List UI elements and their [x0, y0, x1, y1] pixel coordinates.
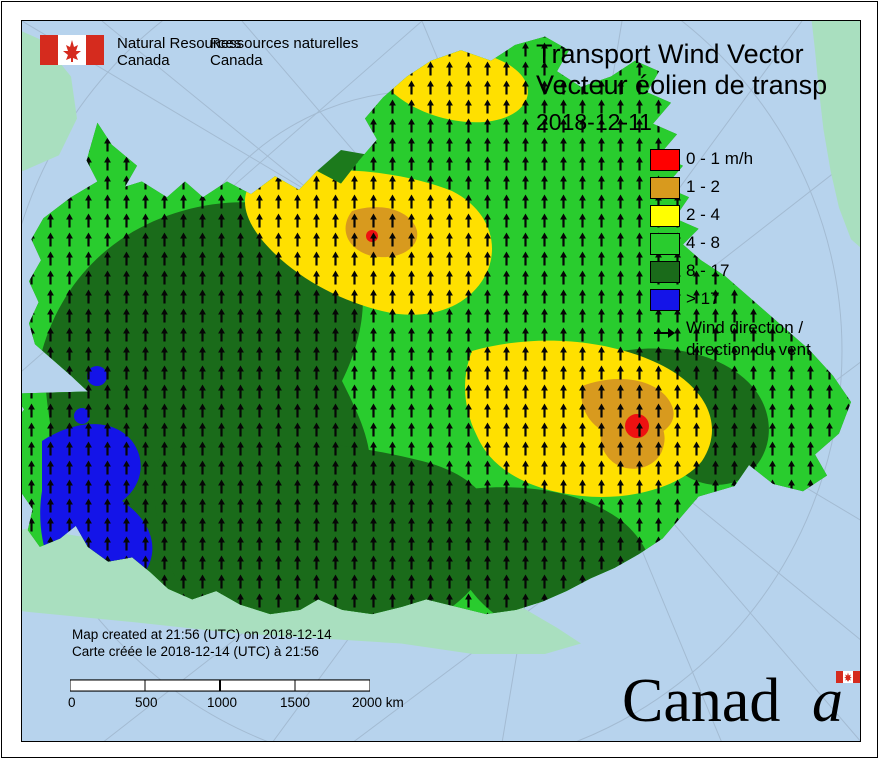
- svg-text:Canad: Canad: [622, 667, 780, 735]
